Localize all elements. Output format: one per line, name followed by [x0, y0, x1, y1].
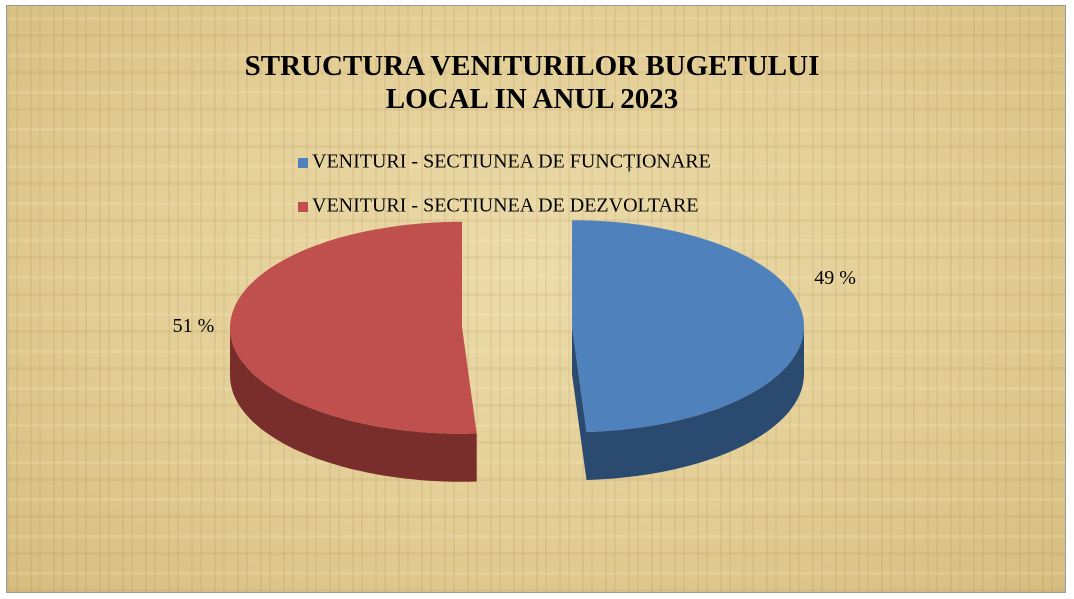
slice — [230, 221, 477, 434]
chart-title: STRUCTURA VENITURILOR BUGETULUI LOCAL IN… — [244, 50, 820, 115]
legend-label: VENITURI - SECTIUNEA DE FUNCȚIONARE — [312, 151, 711, 173]
slice — [572, 220, 804, 432]
legend-marker — [298, 158, 308, 168]
slice-cut-face — [572, 326, 587, 480]
legend-marker — [298, 202, 308, 212]
data-label: 51 % — [173, 315, 215, 337]
slice-side — [586, 326, 804, 480]
chart-background — [6, 5, 1066, 593]
slice-side — [230, 327, 477, 482]
data-label: 49 % — [814, 267, 856, 289]
legend-label: VENITURI - SECTIUNEA DE DEZVOLTARE — [312, 195, 699, 217]
